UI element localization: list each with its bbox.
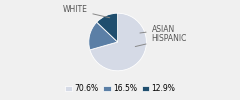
Wedge shape	[97, 13, 118, 42]
Wedge shape	[90, 13, 146, 71]
Text: ASIAN: ASIAN	[140, 25, 175, 34]
Wedge shape	[89, 22, 118, 50]
Text: WHITE: WHITE	[62, 5, 110, 18]
Legend: 70.6%, 16.5%, 12.9%: 70.6%, 16.5%, 12.9%	[61, 81, 179, 96]
Text: HISPANIC: HISPANIC	[135, 34, 187, 46]
